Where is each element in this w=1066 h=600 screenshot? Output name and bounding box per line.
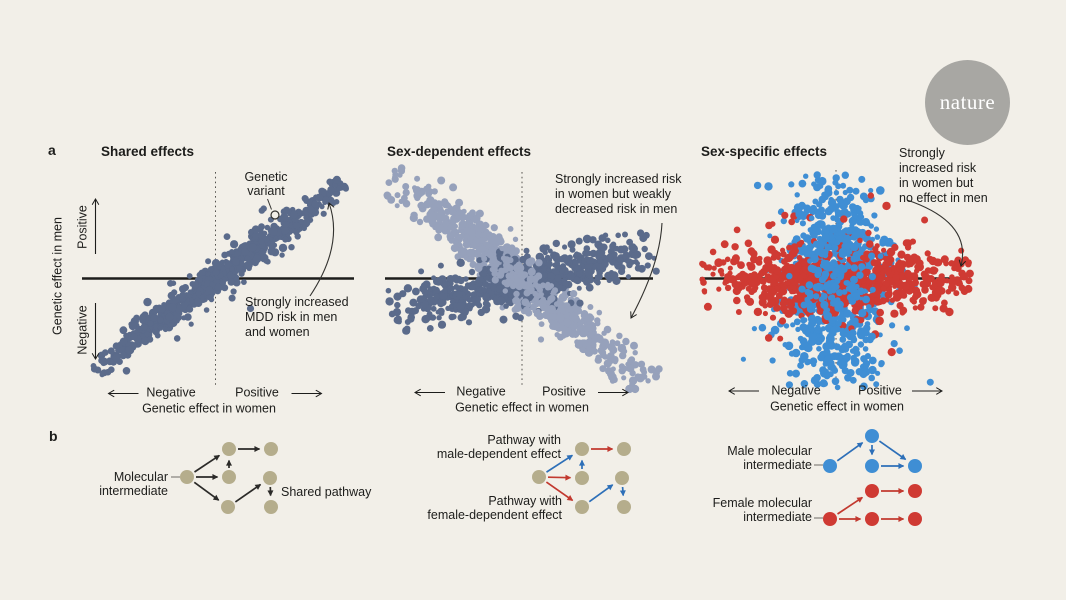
male-dependent-pathway-label: Pathway with male-dependent effect <box>436 433 561 461</box>
sex-dependent-risk-annotation: Strongly increased risk in women but wea… <box>555 172 682 216</box>
x-positive-label-1: Positive <box>235 385 279 400</box>
panel-b-label: b <box>49 428 58 444</box>
shared-risk-annotation: Strongly increased MDD risk in men and w… <box>245 295 349 339</box>
nature-logo: nature <box>925 60 1010 145</box>
genetic-variant-annotation: Genetic variant <box>244 170 288 198</box>
x-negative-label-2: Negative <box>456 384 506 399</box>
sex-specific-risk-annotation: Strongly increased risk in women but no … <box>899 146 988 205</box>
female-dependent-pathway-label: Pathway with female-dependent effect <box>427 494 562 522</box>
nature-logo-text: nature <box>939 90 996 114</box>
x-positive-label-3: Positive <box>858 383 902 398</box>
x-negative-label-1: Negative <box>146 385 196 400</box>
sex-dependent-effects-title: Sex-dependent effects <box>387 144 532 159</box>
x-axis-label-2: Genetic effect in women <box>455 400 589 415</box>
shared-effects-title: Shared effects <box>101 144 195 159</box>
molecular-intermediate-label: Molecular intermediate <box>99 470 168 498</box>
male-molecular-intermediate-label: Male molecular intermediate <box>727 444 812 472</box>
female-molecular-intermediate-label: Female molecular intermediate <box>712 496 812 524</box>
panel-a-label: a <box>48 142 56 158</box>
y-axis-label: Genetic effect in men <box>50 217 65 335</box>
x-axis-label-3: Genetic effect in women <box>770 399 904 414</box>
x-negative-label-3: Negative <box>771 383 821 398</box>
x-positive-label-2: Positive <box>542 384 586 399</box>
shared-pathway-label: Shared pathway <box>281 485 372 499</box>
sex-specific-effects-title: Sex-specific effects <box>701 144 828 159</box>
y-negative-label: Negative <box>75 305 90 355</box>
x-axis-label-1: Genetic effect in women <box>142 401 276 416</box>
y-positive-label: Positive <box>75 205 90 249</box>
